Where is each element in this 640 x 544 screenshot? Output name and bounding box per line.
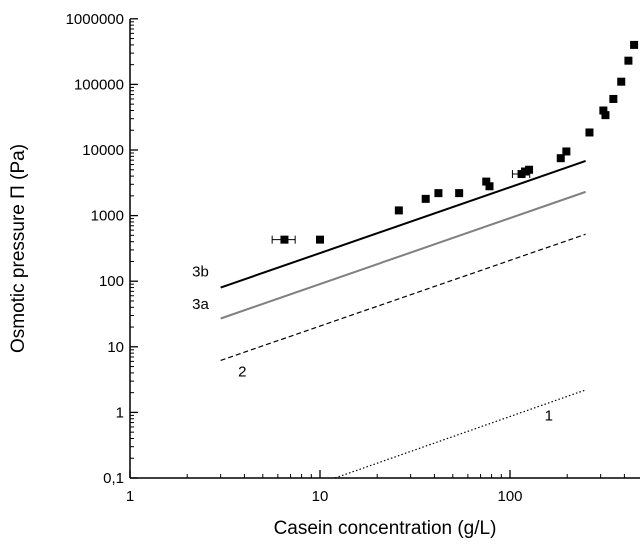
line-label-3a: 3a [192,296,209,313]
data-point [482,177,491,186]
model-line-3b [220,160,586,289]
data-point [485,182,494,191]
y-tick-label: 100 [99,273,124,290]
data-point [421,194,430,203]
data-point [455,189,464,198]
data-point [562,147,571,156]
data-point [630,40,639,49]
y-tick-label: 1000 [91,208,124,225]
data-point [599,106,608,115]
y-tick-label: 10 [107,339,124,356]
line-label-2: 2 [238,364,246,381]
data-point [521,167,530,176]
x-tick-label: 100 [497,488,522,505]
model-line-1 [334,389,586,479]
x-tick-label: 10 [312,488,329,505]
model-line-3a [220,190,586,320]
y-tick-label: 100000 [74,76,124,93]
y-axis-title: Osmotic pressure Π (Pa) [8,144,29,353]
data-point [617,77,626,86]
data-point [316,235,324,244]
data-point [525,165,534,174]
data-point [434,189,443,198]
x-tick-label: 1 [126,488,134,505]
line-label-1: 1 [545,407,553,424]
data-point [280,235,289,244]
data-point [601,111,610,120]
line-label-3b: 3b [192,264,209,281]
data-point [585,128,594,137]
y-tick-label: 1 [116,404,124,421]
data-point [624,56,633,65]
y-tick-label: 10000 [82,142,124,159]
data-point [394,206,403,215]
data-point [556,154,565,163]
x-axis-title: Casein concentration (g/L) [274,518,497,539]
y-tick-label: 0,1 [103,470,124,487]
model-line-2 [220,233,586,361]
data-point [609,94,618,103]
y-tick-label: 1000000 [66,11,124,28]
